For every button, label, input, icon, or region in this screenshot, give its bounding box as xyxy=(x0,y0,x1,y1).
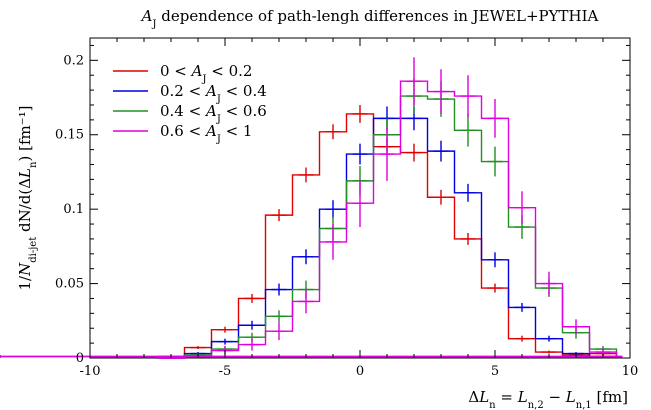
legend-label: 0.6 < AJ < 1 xyxy=(160,122,252,145)
x-axis-label: ΔLn = Ln,2 − Ln,1 [fm] xyxy=(468,388,628,410)
series-layer xyxy=(0,57,623,359)
ticks-layer: -10 -5 0 5 10 0 0.05 0.1 0.15 0.2 xyxy=(55,38,638,379)
x-tick-label: 10 xyxy=(622,364,639,379)
legend-label: 0 < AJ < 0.2 xyxy=(160,62,252,85)
series-3 xyxy=(0,57,623,359)
y-tick-label: 0.1 xyxy=(63,202,84,217)
y-tick-label: 0.2 xyxy=(63,53,84,68)
x-tick-label: -10 xyxy=(80,364,101,379)
x-tick-label: 5 xyxy=(491,364,499,379)
legend: 0 < AJ < 0.20.2 < AJ < 0.40.4 < AJ < 0.6… xyxy=(113,62,267,145)
chart-title: AJ dependence of path-lengh differences … xyxy=(140,7,599,30)
y-tick-label: 0.15 xyxy=(55,128,84,143)
y-tick-label: 0.05 xyxy=(55,277,84,292)
y-axis-label: 1/Ndi-jet dN/d(ΔLn) [fm⁻¹] xyxy=(16,105,39,290)
y-tick-label: 0 xyxy=(76,351,84,366)
x-tick-label: 0 xyxy=(356,364,364,379)
legend-label: 0.2 < AJ < 0.4 xyxy=(160,82,267,105)
legend-label: 0.4 < AJ < 0.6 xyxy=(160,102,267,125)
x-tick-label: -5 xyxy=(219,364,232,379)
